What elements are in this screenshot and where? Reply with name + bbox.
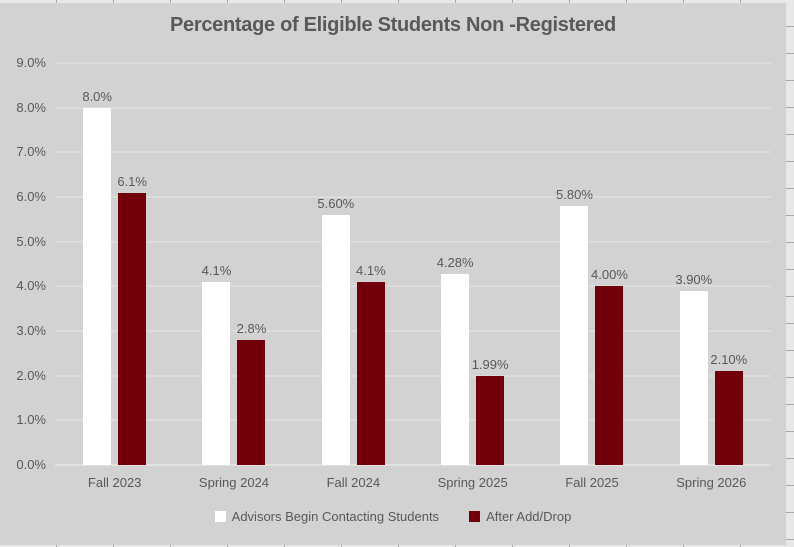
gridline: [55, 419, 771, 422]
gridline: [55, 62, 771, 64]
y-axis-tick-label: 1.0%: [16, 412, 46, 428]
bar-after-add-drop-spring-2024[interactable]: [237, 339, 266, 465]
y-axis-tick-label: 0.0%: [16, 457, 46, 472]
y-axis-tick-label: 2.0%: [16, 367, 46, 383]
legend-label: Advisors Begin Contacting Students: [231, 509, 440, 524]
sheet-gridline-strip-bottom: [0, 545, 794, 547]
x-axis-category-label: Fall 2023: [87, 475, 142, 490]
bar-after-add-drop-fall-2025[interactable]: [595, 286, 624, 465]
y-axis-tick-label: 8.0%: [16, 99, 46, 115]
bar-column: 5.60%: [317, 196, 354, 465]
data-label: 4.00%: [591, 267, 628, 283]
y-axis: 0.0% 1.0% 2.0% 3.0% 4.0% 5.0% 6.0% 7.0% 8.0% 9.0%: [0, 55, 46, 472]
bar-group-spring-2026: 3.90% 2.10%: [652, 63, 771, 465]
data-label: 4.28%: [436, 254, 474, 270]
x-axis: Fall 2023 Spring 2024 Fall 2024 Spring 2025…: [55, 475, 771, 490]
bar-after-add-drop-fall-2024[interactable]: [356, 281, 385, 465]
legend-label: After Add/Drop: [486, 509, 572, 524]
bar-column: 4.1%: [201, 262, 232, 465]
bar-advisors-begin-contacting-students-spring-2024[interactable]: [202, 281, 231, 465]
bar-advisors-begin-contacting-students-spring-2025[interactable]: [441, 273, 470, 465]
x-axis-baseline: [55, 464, 771, 466]
gridline: [55, 151, 771, 154]
bar-column: 3.90%: [675, 272, 712, 465]
legend-item-after-add-drop[interactable]: After Add/Drop: [469, 509, 571, 524]
y-axis-tick-label: 6.0%: [16, 189, 46, 204]
bar-advisors-begin-contacting-students-fall-2025[interactable]: [560, 205, 589, 465]
data-label: 2.8%: [236, 320, 267, 336]
legend-swatch-icon: [469, 511, 481, 522]
bar-groups-container: 8.0% 6.1% 4.1% 2.8% 5.60% 4.1% 4.28% 1.99% 5.80%…: [55, 63, 771, 465]
legend: Advisors Begin Contacting Students After …: [0, 509, 786, 524]
bar-column: 8.0%: [82, 88, 112, 465]
x-axis-category-label: Fall 2025: [565, 475, 619, 490]
data-label: 8.0%: [82, 88, 112, 104]
data-label: 5.80%: [556, 186, 593, 202]
gridline: [55, 240, 771, 243]
chart-canvas[interactable]: Percentage of Eligible Students Non -Reg…: [0, 3, 786, 545]
data-label: 1.99%: [471, 357, 509, 373]
bar-advisors-begin-contacting-students-fall-2023[interactable]: [83, 107, 112, 465]
legend-item-advisors-begin-contacting-students[interactable]: Advisors Begin Contacting Students: [214, 509, 440, 524]
bar-after-add-drop-spring-2025[interactable]: [476, 376, 505, 465]
y-axis-tick-label: 7.0%: [16, 144, 46, 160]
data-label: 6.1%: [117, 173, 147, 189]
bar-advisors-begin-contacting-students-fall-2024[interactable]: [321, 214, 350, 465]
x-axis-category-label: Spring 2025: [437, 475, 508, 490]
gridline: [55, 374, 771, 377]
bar-column: 4.1%: [356, 262, 386, 465]
data-label: 2.10%: [710, 352, 748, 368]
bar-group-fall-2024: 5.60% 4.1%: [294, 63, 413, 465]
y-axis-tick-label: 4.0%: [16, 278, 46, 294]
bar-after-add-drop-fall-2023[interactable]: [118, 192, 147, 465]
y-axis-tick-label: 3.0%: [16, 323, 46, 338]
x-axis-category-label: Spring 2026: [676, 475, 747, 490]
bar-group-fall-2025: 5.80% 4.00%: [532, 63, 651, 465]
bar-column: 1.99%: [472, 357, 509, 465]
x-axis-category-label: Spring 2024: [198, 475, 270, 490]
sheet-gridline-strip-top: [0, 0, 794, 3]
data-label: 4.1%: [201, 262, 232, 278]
chart-title: Percentage of Eligible Students Non -Reg…: [170, 14, 616, 36]
y-axis-tick-label: 5.0%: [16, 233, 46, 249]
data-label: 3.90%: [675, 271, 713, 287]
gridline: [55, 196, 771, 198]
gridline: [55, 285, 771, 288]
bar-after-add-drop-spring-2026[interactable]: [714, 371, 743, 465]
bar-column: 4.00%: [591, 267, 628, 465]
gridline: [55, 106, 771, 109]
sheet-gridline-strip-right: [786, 0, 794, 547]
data-label: 4.1%: [356, 262, 386, 278]
bar-advisors-begin-contacting-students-spring-2026[interactable]: [679, 290, 708, 465]
bar-column: 4.28%: [437, 255, 474, 465]
y-axis-tick-label: 9.0%: [16, 55, 46, 70]
bar-column: 5.80%: [556, 187, 593, 465]
plot-area: 8.0% 6.1% 4.1% 2.8% 5.60% 4.1% 4.28% 1.99% 5.80%…: [55, 62, 771, 466]
bar-group-fall-2023: 8.0% 6.1%: [55, 63, 174, 465]
bar-group-spring-2024: 4.1% 2.8%: [174, 63, 293, 465]
legend-swatch-icon: [214, 511, 226, 522]
bar-column: 2.10%: [710, 352, 747, 465]
data-label: 5.60%: [317, 195, 355, 211]
bar-column: 2.8%: [236, 320, 267, 465]
bar-column: 6.1%: [117, 173, 147, 465]
x-axis-category-label: Fall 2024: [326, 475, 381, 490]
bar-group-spring-2025: 4.28% 1.99%: [413, 63, 532, 465]
gridline: [55, 330, 771, 332]
